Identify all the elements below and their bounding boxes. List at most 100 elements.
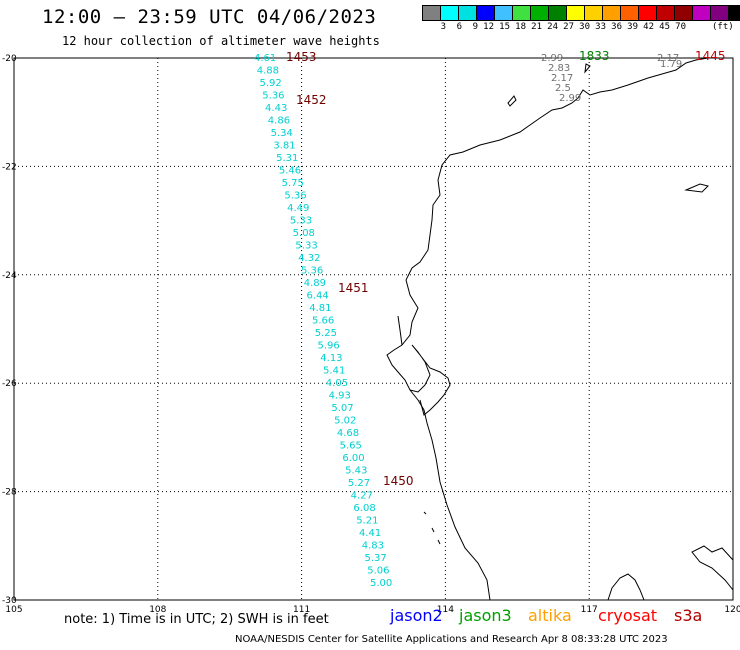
track-value: 5.21 bbox=[356, 516, 378, 527]
track-value: 4.49 bbox=[287, 203, 309, 214]
track-value: 5.46 bbox=[279, 166, 301, 177]
legend-cryosat: cryosat bbox=[598, 606, 658, 625]
color-scale-label: 36 bbox=[611, 22, 622, 32]
color-scale-label: 6 bbox=[456, 22, 462, 32]
track-value: 4.83 bbox=[362, 541, 384, 552]
color-scale-label: 39 bbox=[627, 22, 638, 32]
jason3-value: 2.17 bbox=[551, 73, 573, 84]
color-scale-unit: (ft) bbox=[712, 22, 734, 32]
track-value: 6.08 bbox=[353, 503, 375, 514]
track-value: 3.81 bbox=[273, 141, 295, 152]
track-value: 4.41 bbox=[359, 528, 381, 539]
s3a-value: 1.79 bbox=[660, 59, 682, 70]
latitude-label: -26 bbox=[2, 379, 17, 389]
track-value: 4.86 bbox=[268, 116, 290, 127]
jason3-value: 2.99 bbox=[541, 53, 563, 64]
barrow-island bbox=[507, 95, 517, 107]
track-value: 5.25 bbox=[315, 328, 337, 339]
abrolhos-islands bbox=[431, 527, 441, 545]
track-value: 4.05 bbox=[326, 378, 348, 389]
mainland-coast bbox=[386, 57, 709, 601]
track-value: 4.61 bbox=[254, 53, 276, 64]
color-scale-label: 3 bbox=[440, 22, 446, 32]
track-value: 6.00 bbox=[342, 453, 364, 464]
track-value: 5.37 bbox=[364, 553, 386, 564]
track-value: 5.08 bbox=[293, 228, 315, 239]
time-label: 1450 bbox=[383, 474, 414, 488]
north-islands-right bbox=[684, 183, 709, 193]
map-frame bbox=[13, 57, 734, 601]
legend-jason2: jason2 bbox=[390, 606, 443, 625]
track-value: 4.89 bbox=[304, 278, 326, 289]
page-title: 12:00 — 23:59 UTC 04/06/2023 bbox=[42, 6, 377, 28]
track-value: 5.33 bbox=[290, 216, 312, 227]
longitude-label: 108 bbox=[149, 605, 166, 615]
track-time-labels: 1453 1452 1451 1450 bbox=[286, 50, 414, 488]
jason3-time-label: 1833 bbox=[579, 49, 610, 63]
track-value: 4.93 bbox=[329, 391, 351, 402]
longitude-labels: 105 108 111 114 117 120 bbox=[5, 605, 740, 615]
track-value: 5.75 bbox=[282, 178, 304, 189]
coastline bbox=[386, 57, 734, 601]
color-scale-label: 33 bbox=[595, 22, 606, 32]
jason3-value: 2.5 bbox=[555, 83, 571, 94]
color-scale-label: 21 bbox=[531, 22, 542, 32]
latitude-label: -24 bbox=[2, 271, 17, 281]
latitude-label: -20 bbox=[2, 54, 17, 64]
color-scale-label: 42 bbox=[643, 22, 654, 32]
s3a-time-label: 1445 bbox=[695, 49, 726, 63]
shark-bay-island bbox=[397, 315, 403, 346]
credit-line: NOAA/NESDIS Center for Satellite Applica… bbox=[235, 634, 668, 645]
track-value: 4.81 bbox=[309, 303, 331, 314]
coast-far-right bbox=[607, 545, 734, 601]
footnote: note: 1) Time is in UTC; 2) SWH is in fe… bbox=[64, 612, 329, 627]
color-scale-label: 18 bbox=[515, 22, 526, 32]
track-value: 4.32 bbox=[298, 253, 320, 264]
time-label: 1451 bbox=[338, 281, 369, 295]
track-value: 5.66 bbox=[312, 316, 334, 327]
longitude-label: 111 bbox=[293, 605, 310, 615]
jason3-value: 2.83 bbox=[548, 63, 570, 74]
legend-altika: altika bbox=[528, 606, 572, 625]
track-value: 4.88 bbox=[257, 66, 279, 77]
islands-north bbox=[584, 63, 591, 74]
peninsula-coast bbox=[409, 344, 451, 416]
legend-s3a: s3a bbox=[674, 606, 703, 625]
track-value: 4.68 bbox=[337, 428, 359, 439]
latitude-labels: -20 -22 -24 -26 -28 -30 bbox=[2, 54, 17, 606]
track-value: 5.65 bbox=[340, 441, 362, 452]
track-value: 5.96 bbox=[318, 341, 340, 352]
track-value: 5.31 bbox=[276, 153, 298, 164]
longitude-label: 120 bbox=[724, 605, 740, 615]
latitude-label: -30 bbox=[2, 596, 17, 606]
longitude-label: 114 bbox=[437, 605, 454, 615]
color-scale-label: 30 bbox=[579, 22, 590, 32]
color-scale-label: 70 bbox=[675, 22, 686, 32]
track-value: 5.00 bbox=[370, 578, 392, 589]
jason3-track-values: 2.992.832.172.52.992.171.79 bbox=[541, 53, 682, 104]
track-value: 5.41 bbox=[323, 366, 345, 377]
legend-jason3: jason3 bbox=[459, 606, 512, 625]
color-scale-label: 15 bbox=[499, 22, 510, 32]
color-scale-labels: 3 6 9 12 15 18 21 24 27 30 33 36 39 42 45 70 bbox=[422, 22, 686, 32]
s3a-value: 2.17 bbox=[657, 53, 679, 64]
time-label: 1453 bbox=[286, 50, 317, 64]
southern-islands bbox=[423, 511, 427, 515]
track-value: 5.36 bbox=[284, 191, 306, 202]
page-subtitle: 12 hour collection of altimeter wave hei… bbox=[62, 34, 380, 48]
jason2-track-values: 4.614.885.925.364.434.865.343.815.315.46… bbox=[254, 53, 392, 589]
color-scale-bar bbox=[422, 5, 740, 21]
color-swatch bbox=[728, 5, 740, 21]
latitude-label: -22 bbox=[2, 162, 17, 172]
track-value: 5.36 bbox=[301, 266, 323, 277]
color-scale-label: 27 bbox=[563, 22, 574, 32]
longitude-label: 117 bbox=[581, 605, 598, 615]
color-scale-label: 45 bbox=[659, 22, 670, 32]
track-value: 5.34 bbox=[271, 128, 293, 139]
track-value: 5.43 bbox=[345, 466, 367, 477]
color-scale-label: 24 bbox=[547, 22, 558, 32]
longitude-label: 105 bbox=[5, 605, 22, 615]
track-value: 4.27 bbox=[351, 491, 373, 502]
track-value: 5.07 bbox=[331, 403, 353, 414]
